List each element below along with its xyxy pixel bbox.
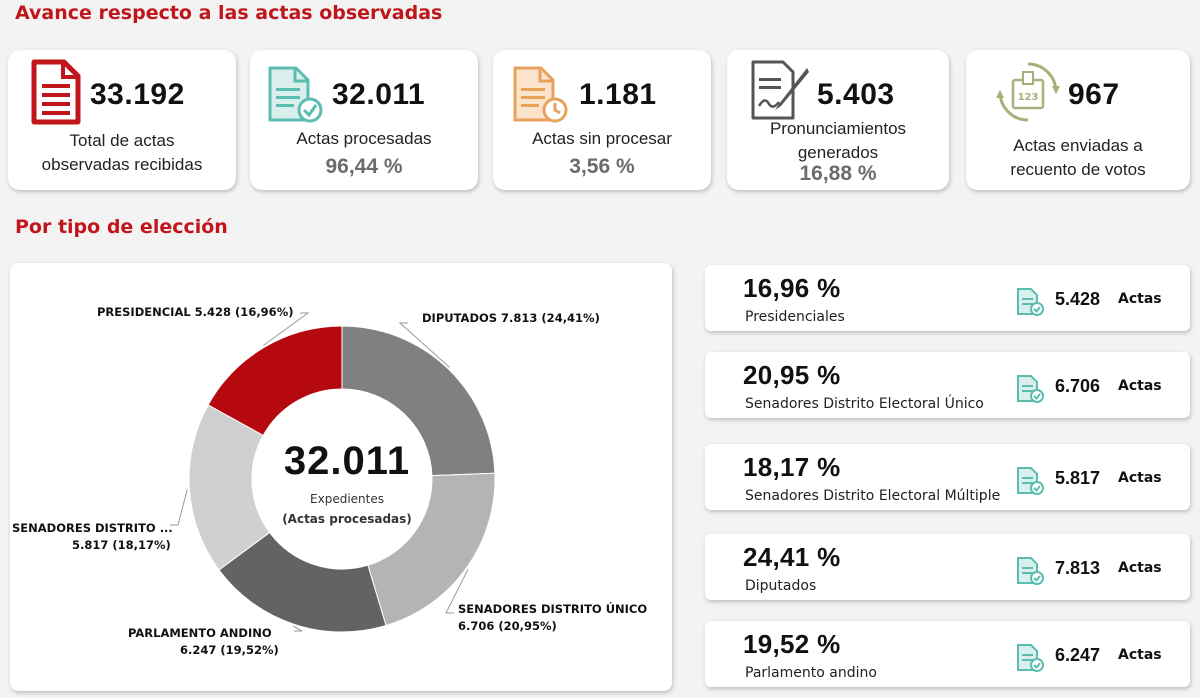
leader-line [170,489,188,526]
data-label-senadores-unico: SENADORES DISTRITO ÚNICO [458,602,648,616]
donut-slice-diputados[interactable] [341,325,496,477]
kpi-value: 5.403 [817,78,895,111]
donut-center-label: Expedientes [310,492,384,506]
election-type-count: 6.706 [1055,376,1101,396]
document-check-icon [1017,557,1044,585]
document-clock-icon [513,66,568,123]
election-type-percent: 16,96 % [743,273,841,303]
document-check-icon [1017,288,1044,316]
document-check-icon [1017,467,1044,495]
kpi-value: 33.192 [90,78,185,111]
election-type-percent: 20,95 % [743,360,841,390]
election-type-name: Parlamento andino [745,665,877,681]
kpi-percent: 16,88 % [799,162,877,185]
data-label-senadores-multiple: SENADORES DISTRITO ... [12,521,173,535]
election-type-card-diputados: 24,41 % Diputados 7.813 Actas [705,534,1190,600]
kpi-card-rulings: 5.403 Pronunciamientos generados 16,88 % [727,50,949,190]
election-type-unit: Actas [1118,291,1162,307]
kpi-label-line1: Actas procesadas [296,129,432,148]
kpi-label-line1: Actas sin procesar [532,129,672,148]
kpi-value: 32.011 [332,78,426,111]
election-type-percent: 18,17 % [743,452,841,482]
kpi-card-total-received: 33.192 Total de actas observadas recibid… [8,50,236,190]
election-type-card-senadores-unico: 20,95 % Senadores Distrito Electoral Úni… [705,352,1190,418]
election-type-card-senadores-multiple: 18,17 % Senadores Distrito Electoral Múl… [705,444,1190,510]
election-type-count: 5.817 [1055,468,1101,488]
data-label-parlamento-value: 6.247 (19,52%) [180,643,279,657]
donut-chart [170,312,496,633]
election-type-card-parlamento: 19,52 % Parlamento andino 6.247 Actas [705,621,1190,687]
data-label-senadores-multiple-value: 5.817 (18,17%) [72,538,171,552]
election-type-unit: Actas [1118,470,1162,486]
kpi-label-line2: recuento de votos [1010,160,1146,179]
election-type-card-presidencial: 16,96 % Presidenciales 5.428 Actas [705,265,1190,331]
kpi-card-recount: 123 967 Actas enviadas a recuento de vot… [966,50,1190,190]
leader-line [445,568,469,614]
svg-text:123: 123 [1018,92,1039,103]
donut-slice-senadores-distrito-nico[interactable] [367,472,496,627]
document-check-icon [268,66,323,123]
election-type-unit: Actas [1118,647,1162,663]
kpi-label-line1: Actas enviadas a [1013,136,1143,155]
kpi-card-processed: 32.011 Actas procesadas 96,44 % [250,50,478,190]
election-type-name: Diputados [745,578,817,594]
kpi-label-line2: observadas recibidas [41,155,203,174]
data-label-senadores-unico-value: 6.706 (20,95%) [458,619,557,633]
leader-line [398,322,450,368]
contract-pen-icon [751,60,809,120]
data-label-diputados: DIPUTADOS 7.813 (24,41%) [422,311,600,325]
data-label-presidencial: PRESIDENCIAL 5.428 (16,96%) [97,305,294,319]
election-type-unit: Actas [1118,378,1162,394]
kpi-label-line1: Pronunciamientos [769,119,907,138]
election-type-percent: 19,52 % [743,629,841,659]
donut-center-sublabel: (Actas procesadas) [282,512,412,526]
section-title-by-type: Por tipo de elección [15,216,228,238]
donut-center-value: 32.011 [283,439,411,483]
document-icon [31,59,81,125]
section-title-progress: Avance respecto a las actas observadas [15,2,443,24]
election-type-name: Senadores Distrito Electoral Único [745,396,984,412]
leader-line [292,625,303,632]
kpi-label-line2: generados [797,143,879,162]
election-type-name: Senadores Distrito Electoral Múltiple [745,488,1001,504]
donut-slice-presidencial[interactable] [207,325,343,437]
kpi-percent: 96,44 % [325,155,403,178]
election-type-count: 5.428 [1055,289,1101,309]
document-check-icon [1017,375,1044,403]
kpi-value: 967 [1068,78,1120,111]
election-type-percent: 24,41 % [743,542,841,572]
election-type-count: 6.247 [1055,645,1101,665]
donut-slice-parlamento-andino[interactable] [218,531,387,633]
kpi-card-unprocessed: 1.181 Actas sin procesar 3,56 % [493,50,711,190]
election-type-count: 7.813 [1055,558,1101,578]
kpi-label-line1: Total de actas [69,131,175,150]
data-label-parlamento: PARLAMENTO ANDINO [128,626,272,640]
document-check-icon [1017,644,1044,672]
election-type-name: Presidenciales [745,309,845,325]
kpi-percent: 3,56 % [569,155,635,178]
donut-chart-panel: 32.011 Expedientes (Actas procesadas) PR… [10,263,672,691]
ballot-box-recount-icon: 123 [996,62,1060,122]
kpi-value: 1.181 [579,78,657,111]
leader-line [262,312,310,346]
election-type-unit: Actas [1118,560,1162,576]
